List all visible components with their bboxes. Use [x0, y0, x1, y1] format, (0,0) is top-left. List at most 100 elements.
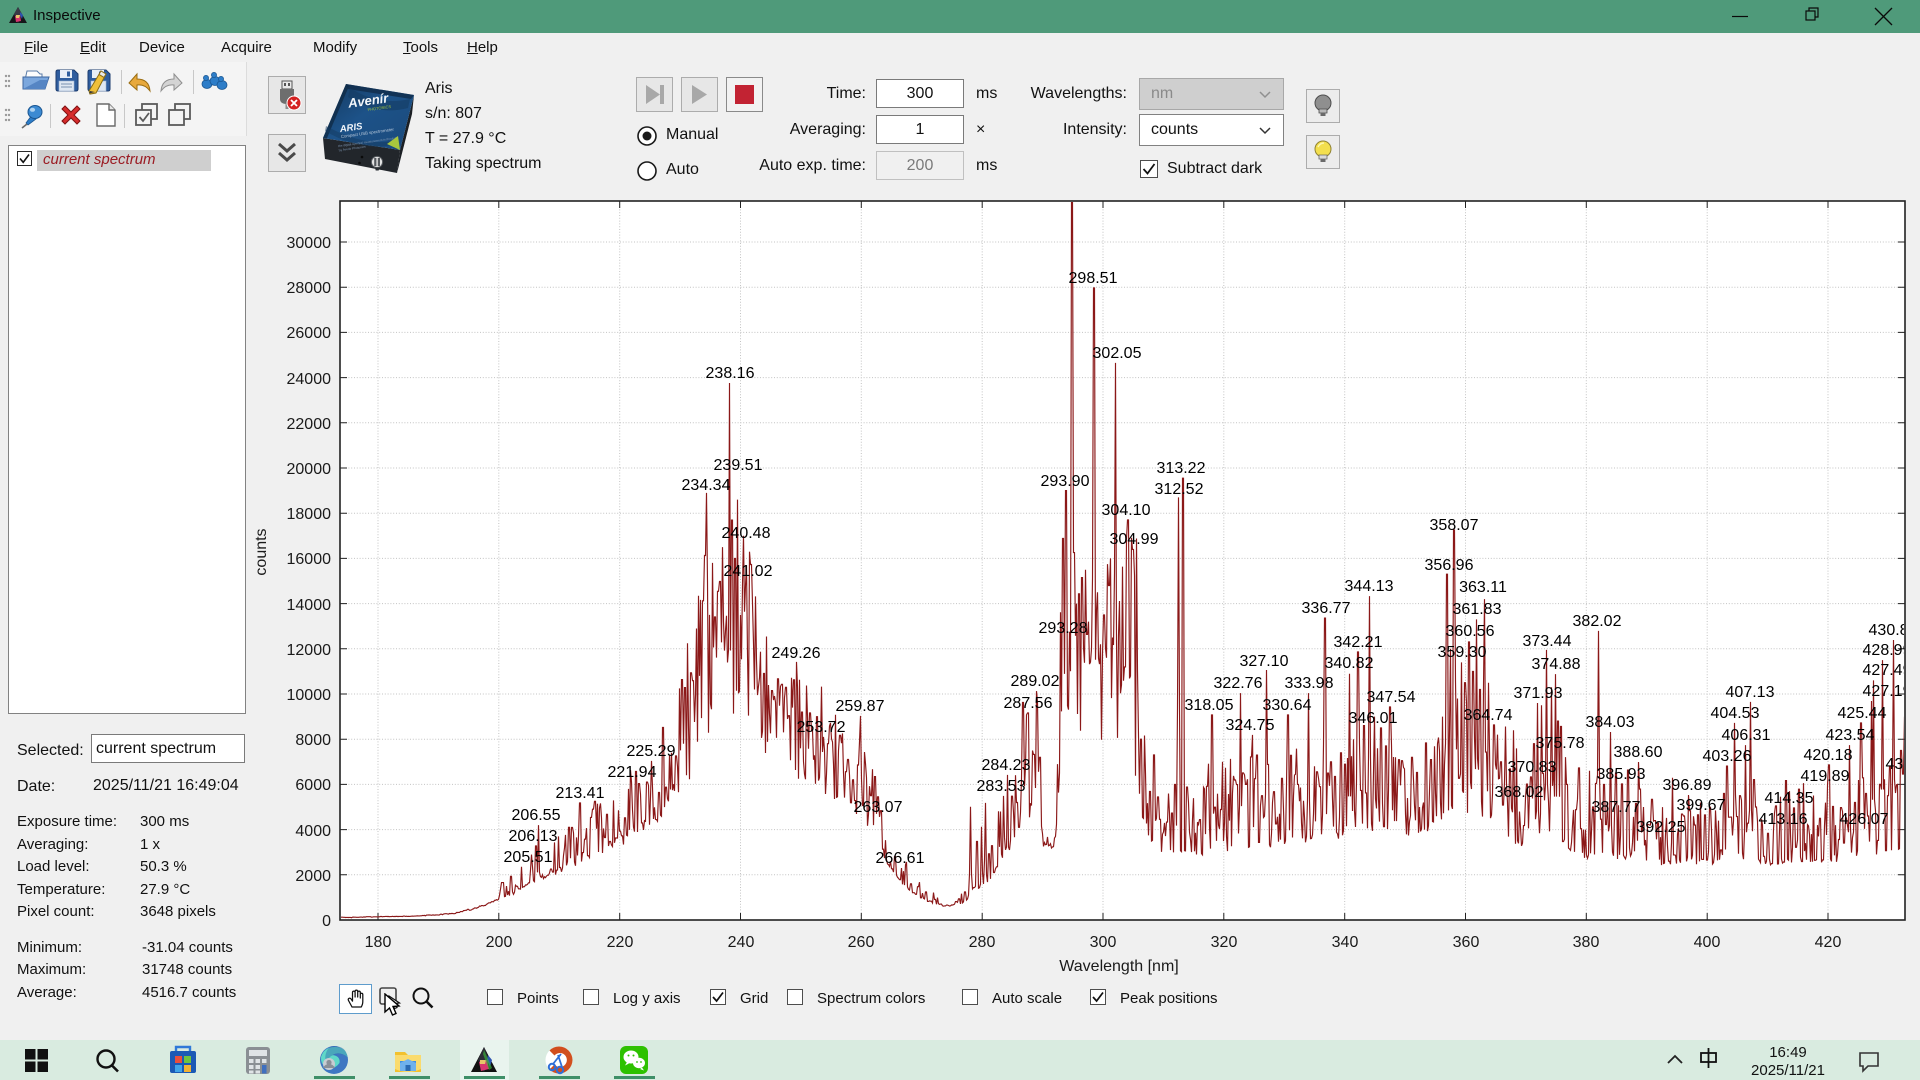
svg-text:253.72: 253.72 — [797, 719, 846, 736]
svg-text:407.13: 407.13 — [1726, 684, 1775, 701]
svg-text:ARIS: ARIS — [338, 121, 364, 135]
svg-text:6000: 6000 — [295, 777, 331, 794]
svg-text:304.10: 304.10 — [1102, 502, 1151, 519]
svg-text:225.29: 225.29 — [627, 743, 676, 760]
svg-text:359.30: 359.30 — [1438, 644, 1487, 661]
svg-text:427.19: 427.19 — [1863, 683, 1912, 700]
svg-text:384.03: 384.03 — [1586, 714, 1635, 731]
svg-text:180: 180 — [365, 934, 392, 951]
svg-text:298.51: 298.51 — [1069, 270, 1118, 287]
svg-text:364.74: 364.74 — [1464, 707, 1513, 724]
svg-text:430.86: 430.86 — [1869, 622, 1918, 639]
svg-text:300: 300 — [1090, 934, 1117, 951]
svg-text:263.07: 263.07 — [854, 799, 903, 816]
svg-text:420.18: 420.18 — [1804, 747, 1853, 764]
svg-text:340: 340 — [1332, 934, 1359, 951]
svg-text:414.35: 414.35 — [1765, 790, 1814, 807]
svg-text:344.13: 344.13 — [1345, 578, 1394, 595]
svg-text:20000: 20000 — [287, 461, 332, 478]
svg-text:404.53: 404.53 — [1711, 705, 1760, 722]
svg-text:0: 0 — [322, 913, 331, 930]
svg-text:427.49: 427.49 — [1863, 662, 1912, 679]
svg-text:8000: 8000 — [295, 732, 331, 749]
svg-text:396.89: 396.89 — [1663, 777, 1712, 794]
svg-text:356.96: 356.96 — [1425, 557, 1474, 574]
svg-text:289.02: 289.02 — [1011, 673, 1060, 690]
svg-text:16000: 16000 — [287, 551, 332, 568]
svg-text:340.82: 340.82 — [1325, 655, 1374, 672]
svg-text:18000: 18000 — [287, 506, 332, 523]
svg-text:304.99: 304.99 — [1110, 531, 1159, 548]
svg-text:206.55: 206.55 — [512, 807, 561, 824]
svg-text:318.05: 318.05 — [1185, 697, 1234, 714]
svg-text:333.98: 333.98 — [1285, 675, 1334, 692]
svg-text:342.21: 342.21 — [1334, 634, 1383, 651]
svg-text:358.07: 358.07 — [1430, 517, 1479, 534]
svg-text:423.54: 423.54 — [1826, 727, 1875, 744]
svg-text:12000: 12000 — [287, 642, 332, 659]
svg-text:206.13: 206.13 — [509, 828, 558, 845]
svg-text:392.25: 392.25 — [1637, 819, 1686, 836]
svg-text:22000: 22000 — [287, 416, 332, 433]
svg-text:425.44: 425.44 — [1838, 705, 1887, 722]
svg-text:347.54: 347.54 — [1367, 689, 1416, 706]
svg-text:2000: 2000 — [295, 868, 331, 885]
svg-text:426.07: 426.07 — [1840, 811, 1889, 828]
svg-text:399.67: 399.67 — [1677, 797, 1726, 814]
svg-text:221.94: 221.94 — [608, 764, 657, 781]
svg-text:266.61: 266.61 — [876, 850, 925, 867]
svg-text:330.64: 330.64 — [1263, 697, 1312, 714]
svg-text:322.76: 322.76 — [1214, 675, 1263, 692]
svg-text:375.78: 375.78 — [1536, 735, 1585, 752]
svg-text:313.22: 313.22 — [1157, 460, 1206, 477]
svg-text:by Avenir Photonics: by Avenir Photonics — [338, 145, 366, 153]
svg-text:420: 420 — [1815, 934, 1842, 951]
svg-text:320: 320 — [1211, 934, 1238, 951]
svg-text:413.16: 413.16 — [1759, 811, 1808, 828]
svg-text:388.60: 388.60 — [1614, 744, 1663, 761]
svg-text:374.88: 374.88 — [1532, 656, 1581, 673]
svg-text:428.99: 428.99 — [1863, 642, 1912, 659]
svg-text:385.93: 385.93 — [1597, 766, 1646, 783]
svg-text:346.01: 346.01 — [1349, 710, 1398, 727]
svg-text:220: 220 — [607, 934, 634, 951]
svg-text:302.05: 302.05 — [1093, 345, 1142, 362]
svg-text:239.51: 239.51 — [714, 457, 763, 474]
svg-text:324.75: 324.75 — [1226, 717, 1275, 734]
svg-text:249.26: 249.26 — [772, 645, 821, 662]
svg-text:30000: 30000 — [287, 235, 332, 252]
svg-text:10000: 10000 — [287, 687, 332, 704]
svg-text:240: 240 — [728, 934, 755, 951]
svg-text:387.77: 387.77 — [1592, 799, 1641, 816]
svg-text:Avenír: Avenír — [346, 90, 390, 111]
svg-text:241.02: 241.02 — [724, 563, 773, 580]
svg-text:14000: 14000 — [287, 597, 332, 614]
svg-text:373.44: 373.44 — [1523, 633, 1572, 650]
svg-text:363.11: 363.11 — [1459, 579, 1507, 596]
svg-text:16:49: 16:49 — [1769, 1044, 1807, 1061]
svg-text:419.89: 419.89 — [1801, 768, 1850, 785]
svg-text:2025/11/21: 2025/11/21 — [1751, 1062, 1825, 1079]
svg-text:283.53: 283.53 — [977, 778, 1026, 795]
svg-text:260: 260 — [848, 934, 875, 951]
svg-text:293.28: 293.28 — [1039, 620, 1088, 637]
svg-text:28000: 28000 — [287, 280, 332, 297]
svg-text:327.10: 327.10 — [1240, 653, 1289, 670]
svg-text:368.02: 368.02 — [1495, 784, 1544, 801]
svg-text:406.31: 406.31 — [1722, 727, 1771, 744]
svg-text:259.87: 259.87 — [836, 698, 885, 715]
svg-text:284.23: 284.23 — [982, 757, 1031, 774]
svg-text:238.16: 238.16 — [706, 365, 755, 382]
svg-text:360.56: 360.56 — [1446, 623, 1495, 640]
svg-text:361.83: 361.83 — [1453, 601, 1502, 618]
svg-text:400: 400 — [1694, 934, 1721, 951]
svg-text:24000: 24000 — [287, 371, 332, 388]
svg-text:PHOTONICS: PHOTONICS — [367, 104, 392, 112]
svg-text:336.77: 336.77 — [1302, 600, 1351, 617]
svg-text:293.90: 293.90 — [1041, 473, 1090, 490]
svg-text:380: 380 — [1573, 934, 1600, 951]
svg-text:4000: 4000 — [295, 823, 331, 840]
svg-text:205.51: 205.51 — [504, 849, 553, 866]
svg-text:287.56: 287.56 — [1004, 695, 1053, 712]
svg-text:403.26: 403.26 — [1703, 748, 1752, 765]
